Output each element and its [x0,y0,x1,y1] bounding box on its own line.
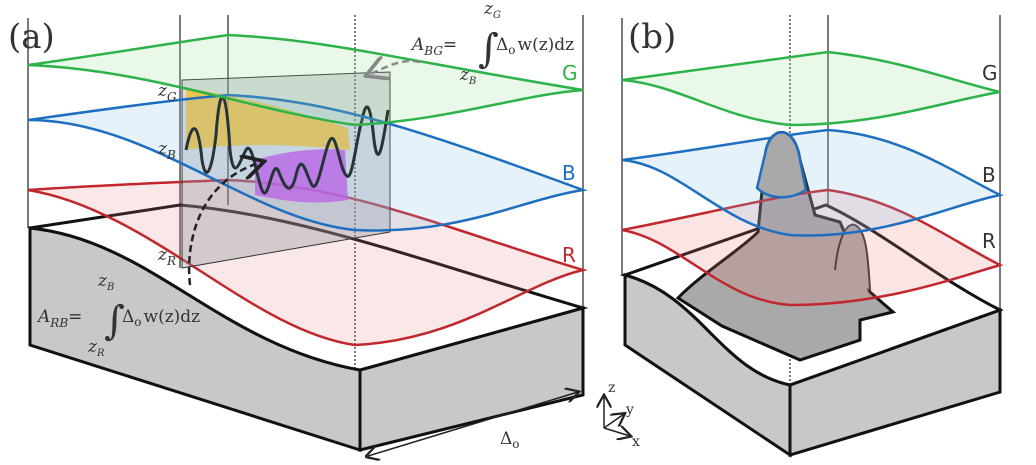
panel-label: (b) [628,17,676,57]
lhs: A [410,35,424,55]
eq: = [68,307,82,327]
axes-triad: z y x [604,380,640,450]
axis-y [604,414,624,428]
sub: o [512,437,519,451]
sub: R [96,348,105,359]
sub: B [166,148,176,162]
sub: R [166,254,176,268]
formula-lhs: ABG= [410,35,457,58]
figure: (a) G B R zG zB zR ABG= ∫ Δow(z)dz zG zB… [0,0,1036,465]
tail: w(z)dz [518,35,575,55]
eq: = [443,35,457,55]
delta: Δ [496,35,508,55]
delta: Δ [122,307,134,327]
sub: G [493,10,501,21]
layer-label: R [982,229,996,253]
layer-label: B [982,163,996,187]
delta: Δ [500,429,512,449]
sub: G [167,90,177,104]
layer-label: G [562,61,578,85]
lhs-sub: BG [423,44,443,58]
sheet-g [622,52,1000,125]
delta-sub: o [508,43,515,57]
delta-sub: o [134,315,141,329]
lower-limit: zB [459,65,476,87]
sub: B [106,282,114,293]
upper-limit: zG [483,0,501,21]
layer-label: R [562,243,576,267]
layer-label: G [982,61,998,85]
panel-b: (b) G B R [622,15,1000,455]
layer-label: B [562,161,576,185]
panel-label: (a) [8,17,55,57]
axis-label: z [608,380,615,396]
axis-x [604,428,630,436]
axis-label: y [625,402,634,418]
tail: w(z)dz [144,307,201,327]
lhs: A [36,307,50,327]
width-label: Δo [500,429,520,451]
sub: B [468,76,476,87]
lhs-sub: RB [49,316,68,330]
axis-label: x [632,434,640,450]
